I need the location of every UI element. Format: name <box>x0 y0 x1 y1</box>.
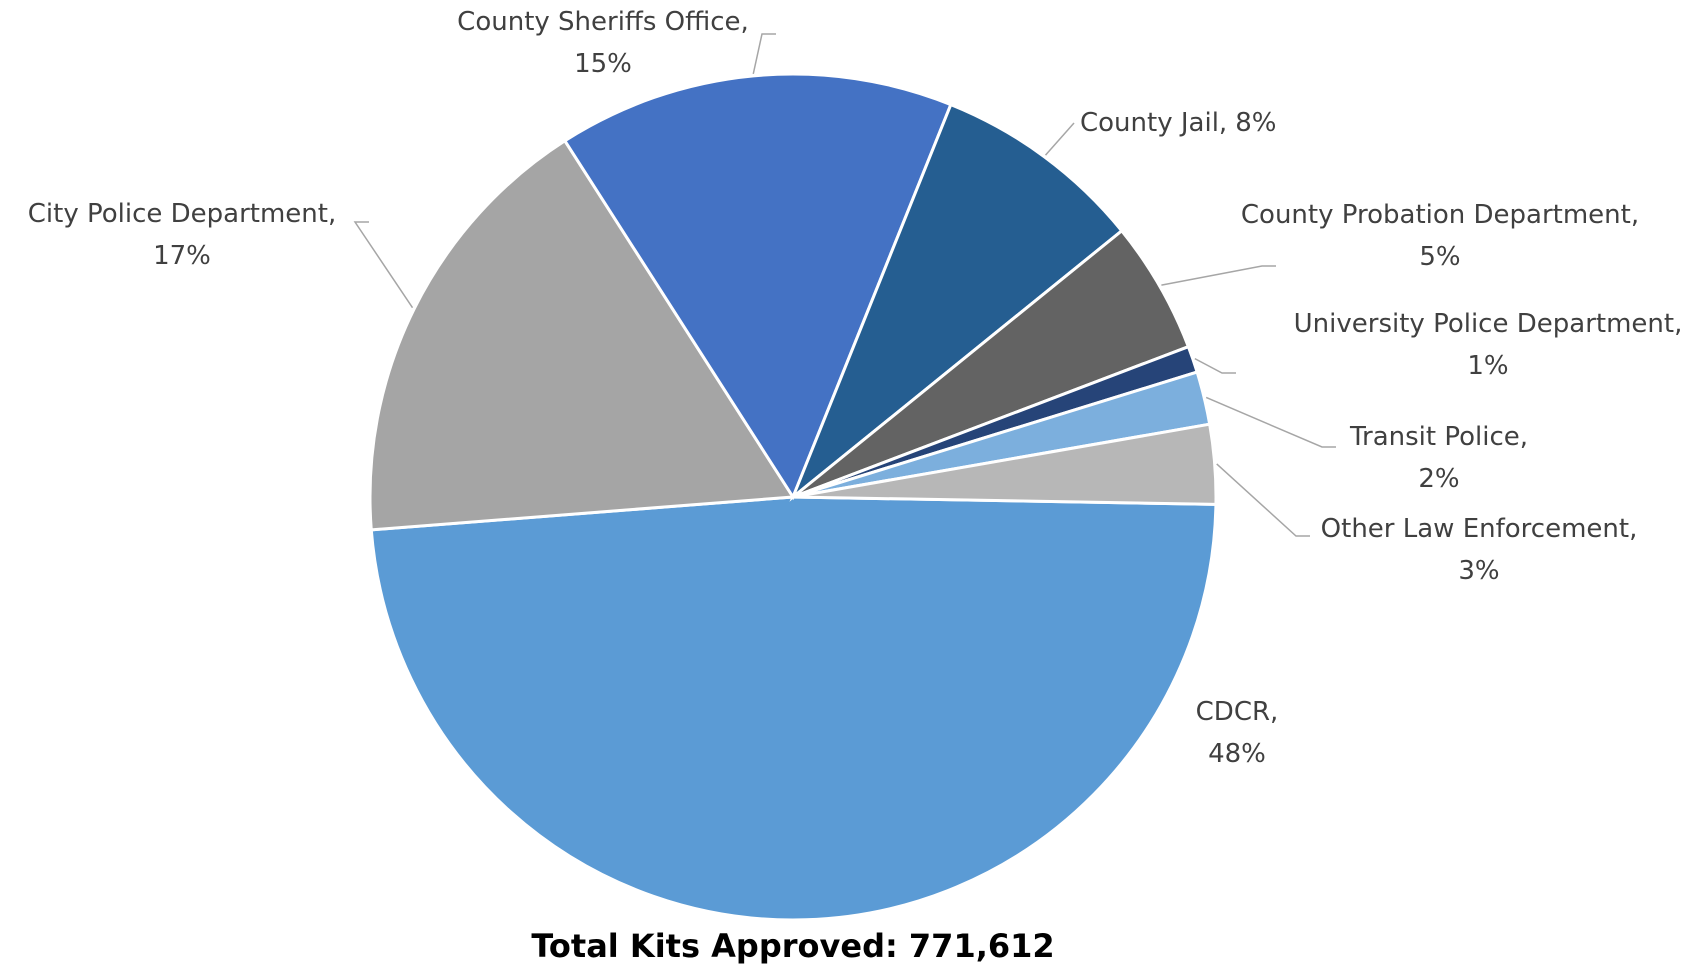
leader-line <box>1194 357 1236 374</box>
pie-slice <box>562 72 953 501</box>
leader-line <box>1205 396 1336 448</box>
pie-slice <box>368 138 796 532</box>
leader-line <box>1161 265 1276 286</box>
data-labels: CDCR, 48% City Police Department, 17% County… <box>28 7 1683 769</box>
leader-line <box>752 33 776 75</box>
label-value: 3% <box>1458 556 1499 586</box>
label-category: Transit Police, <box>1349 422 1528 452</box>
leader-line <box>1216 463 1310 537</box>
label-value: 15% <box>574 49 632 79</box>
label-value: 17% <box>153 241 211 271</box>
data-label: CDCR, 48% <box>1196 697 1279 769</box>
label-category: County Jail, <box>1080 108 1227 138</box>
data-label: County Sheriffs Office, 15% <box>457 7 749 79</box>
leader-line <box>353 221 414 309</box>
pie-slice <box>792 422 1218 506</box>
label-category: County Probation Department, <box>1241 200 1639 230</box>
data-label: County Jail, 8% <box>1080 108 1276 138</box>
data-label: Transit Police, 2% <box>1349 422 1528 494</box>
data-label: University Police Department, 1% <box>1294 309 1683 381</box>
label-value: 48% <box>1208 739 1266 769</box>
label-category: CDCR, <box>1196 697 1279 727</box>
data-label: City Police Department, 17% <box>28 199 336 271</box>
pie <box>368 72 1218 922</box>
data-label: Other Law Enforcement, 3% <box>1321 514 1638 586</box>
label-value: 5% <box>1419 242 1460 272</box>
chart-title: Total Kits Approved: 771,612 <box>531 927 1054 965</box>
pie-slice <box>789 102 1124 502</box>
label-value: 1% <box>1467 351 1508 381</box>
label-category: University Police Department, <box>1294 309 1683 339</box>
label-category: City Police Department, <box>28 199 336 229</box>
leader-line <box>1044 122 1075 156</box>
data-label: County Probation Department, 5% <box>1241 200 1639 272</box>
label-category: County Sheriffs Office, <box>457 7 749 37</box>
label-category: Other Law Enforcement, <box>1321 514 1638 544</box>
label-value: 8% <box>1235 108 1276 138</box>
label-value: 2% <box>1418 464 1459 494</box>
pie-slice <box>369 495 1218 922</box>
